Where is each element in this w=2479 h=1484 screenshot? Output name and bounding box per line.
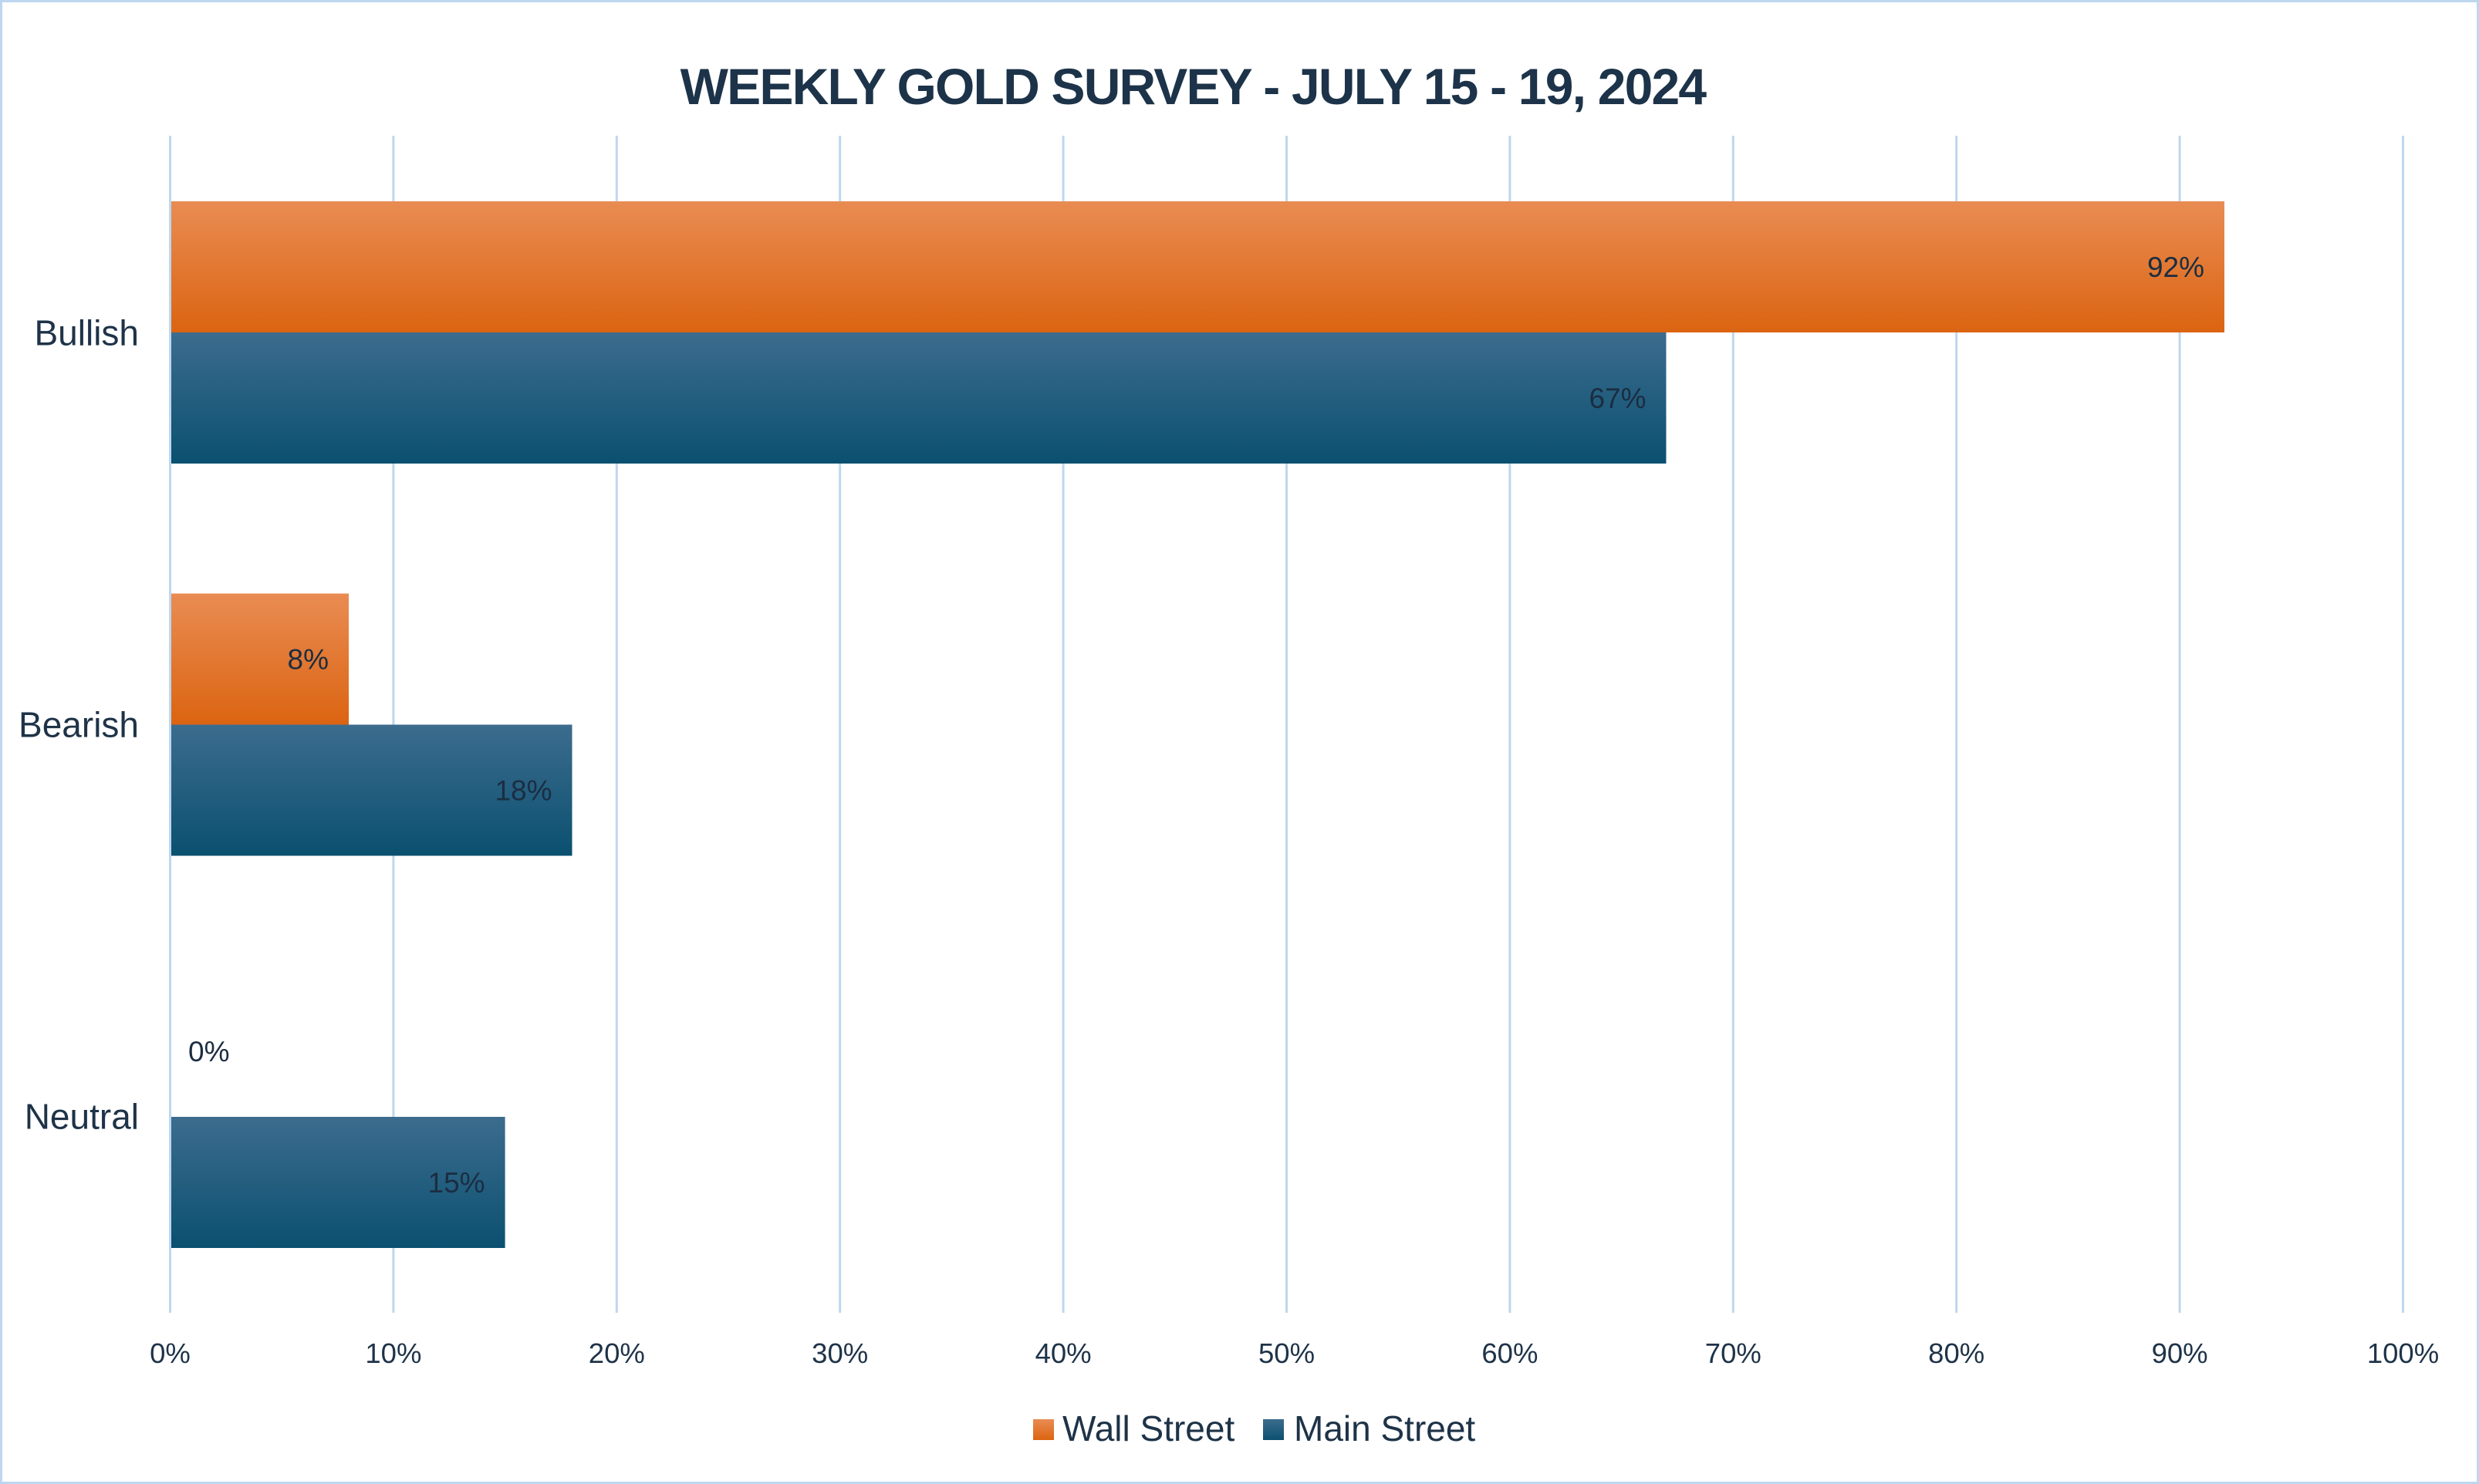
svg-text:70%: 70% xyxy=(1705,1337,1761,1369)
svg-text:8%: 8% xyxy=(288,644,329,676)
svg-text:WEEKLY GOLD SURVEY - JULY 15 -: WEEKLY GOLD SURVEY - JULY 15 - 19, 2024 xyxy=(681,58,1707,115)
svg-text:Wall Street: Wall Street xyxy=(1062,1408,1234,1449)
svg-text:Bullish: Bullish xyxy=(34,313,139,353)
svg-text:67%: 67% xyxy=(1589,383,1646,414)
svg-text:100%: 100% xyxy=(2367,1337,2439,1369)
svg-text:20%: 20% xyxy=(589,1337,645,1369)
svg-text:40%: 40% xyxy=(1035,1337,1092,1369)
svg-text:Bearish: Bearish xyxy=(19,705,139,745)
svg-text:30%: 30% xyxy=(812,1337,868,1369)
svg-text:60%: 60% xyxy=(1481,1337,1538,1369)
svg-text:Neutral: Neutral xyxy=(25,1097,139,1137)
svg-text:10%: 10% xyxy=(365,1337,421,1369)
svg-text:92%: 92% xyxy=(2147,251,2204,283)
svg-text:50%: 50% xyxy=(1258,1337,1315,1369)
svg-text:18%: 18% xyxy=(495,775,552,807)
svg-text:Main Street: Main Street xyxy=(1294,1408,1475,1449)
svg-text:0%: 0% xyxy=(150,1337,191,1369)
svg-text:15%: 15% xyxy=(428,1167,485,1199)
svg-text:90%: 90% xyxy=(2152,1337,2208,1369)
svg-text:80%: 80% xyxy=(1928,1337,1984,1369)
svg-text:0%: 0% xyxy=(188,1036,229,1067)
